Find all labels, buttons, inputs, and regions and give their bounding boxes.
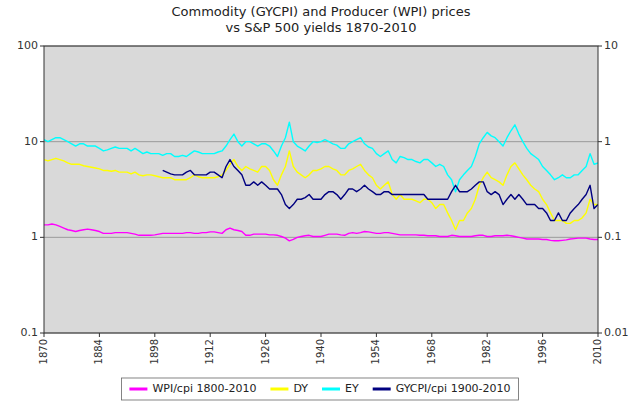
- series-line: [44, 122, 598, 192]
- x-tick: [542, 333, 543, 337]
- title-line: vs S&P 500 yields 1870-2010: [226, 20, 417, 35]
- x-tick: [431, 333, 432, 337]
- y-tick-label: 10: [24, 135, 38, 148]
- legend-label: EY: [345, 382, 359, 395]
- y2-tick: [598, 46, 602, 47]
- y2-tick: [598, 237, 602, 238]
- legend-item: EY: [322, 382, 359, 395]
- x-tick-label: 1884: [93, 339, 104, 364]
- legend: WPI/cpi 1800-2010 DY EY GYCPI/cpi 1900-2010: [121, 378, 518, 400]
- y2-tick-label: 10: [604, 39, 618, 52]
- series-group: [44, 122, 598, 241]
- x-tick-label: 1870: [38, 339, 49, 364]
- series-line: [44, 224, 598, 241]
- legend-item: WPI/cpi 1800-2010: [129, 382, 256, 395]
- x-tick: [376, 333, 377, 337]
- y-tick: [40, 46, 44, 47]
- x-tick: [154, 333, 155, 337]
- plot-frame: [44, 46, 598, 333]
- legend-swatch: [373, 388, 391, 391]
- x-tick-label: 1898: [149, 339, 160, 364]
- y2-tick-label: 0.01: [604, 326, 629, 339]
- x-tick: [598, 333, 599, 337]
- y-tick: [40, 141, 44, 142]
- legend-label: DY: [293, 382, 308, 395]
- legend-swatch: [270, 388, 288, 391]
- legend-item: GYCPI/cpi 1900-2010: [373, 382, 511, 395]
- x-tick-label: 1996: [537, 339, 548, 364]
- title-line: Commodity (GYCPI) and Producer (WPI) pri…: [171, 4, 470, 19]
- y2-tick-label: 1: [604, 135, 611, 148]
- x-tick: [210, 333, 211, 337]
- y-tick-label: 0.1: [21, 326, 39, 339]
- y2-tick-label: 0.1: [604, 230, 622, 243]
- x-tick-label: 1982: [481, 339, 492, 364]
- x-tick: [265, 333, 266, 337]
- legend-swatch: [129, 388, 147, 391]
- legend-swatch: [322, 388, 340, 391]
- y-tick-label: 1: [31, 230, 38, 243]
- y-tick-label: 100: [17, 39, 38, 52]
- x-tick: [487, 333, 488, 337]
- legend-label: GYCPI/cpi 1900-2010: [396, 382, 511, 395]
- series-line: [44, 151, 598, 230]
- chart: Commodity (GYCPI) and Producer (WPI) pri…: [0, 0, 640, 405]
- x-tick: [321, 333, 322, 337]
- series-line: [163, 160, 598, 221]
- y2-tick: [598, 333, 602, 334]
- title: Commodity (GYCPI) and Producer (WPI) pri…: [171, 4, 470, 35]
- x-tick: [44, 333, 45, 337]
- legend-item: DY: [270, 382, 308, 395]
- y-tick: [40, 237, 44, 238]
- x-tick-label: 1968: [426, 339, 437, 364]
- plot-background: [44, 46, 598, 333]
- y-tick: [40, 333, 44, 334]
- x-tick-label: 1954: [370, 339, 381, 364]
- x-tick: [99, 333, 100, 337]
- y2-tick: [598, 141, 602, 142]
- x-tick-label: 2010: [592, 339, 603, 364]
- x-tick-label: 1912: [204, 339, 215, 364]
- x-tick-label: 1926: [260, 339, 271, 364]
- legend-label: WPI/cpi 1800-2010: [152, 382, 256, 395]
- legend-box: [121, 378, 518, 400]
- x-tick-label: 1940: [315, 339, 326, 364]
